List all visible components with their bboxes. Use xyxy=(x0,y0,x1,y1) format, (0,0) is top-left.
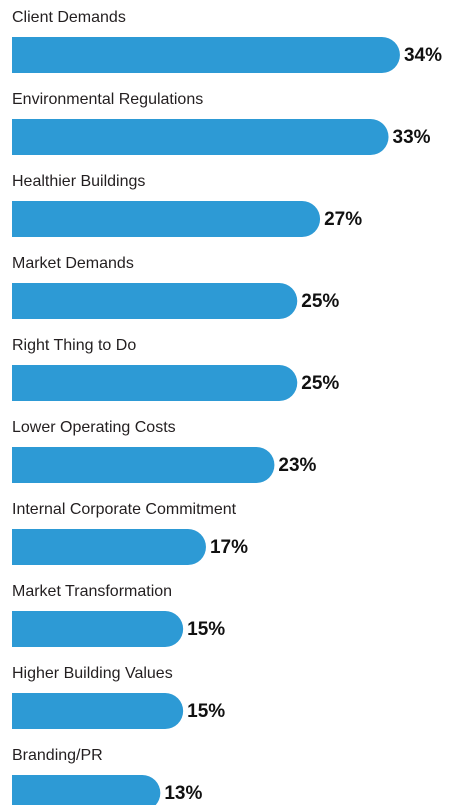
bar xyxy=(12,693,184,729)
bar xyxy=(12,201,321,237)
bar xyxy=(12,611,184,647)
bar xyxy=(12,119,389,155)
category-label: Healthier Buildings xyxy=(12,173,145,190)
category-label: Market Demands xyxy=(12,255,134,272)
value-label: 33% xyxy=(393,127,431,148)
value-label: 15% xyxy=(187,701,225,722)
category-label: Environmental Regulations xyxy=(12,91,203,108)
category-label: Client Demands xyxy=(12,9,126,26)
category-label: Lower Operating Costs xyxy=(12,419,176,436)
value-label: 27% xyxy=(324,209,362,230)
bar xyxy=(12,775,161,805)
value-label: 34% xyxy=(404,45,442,66)
value-label: 23% xyxy=(278,455,316,476)
category-label: Higher Building Values xyxy=(12,665,173,682)
category-label: Internal Corporate Commitment xyxy=(12,501,237,518)
bar xyxy=(12,37,400,73)
value-label: 13% xyxy=(164,783,202,804)
bar xyxy=(12,283,298,319)
category-label: Right Thing to Do xyxy=(12,337,136,354)
value-label: 15% xyxy=(187,619,225,640)
value-label: 17% xyxy=(210,537,248,558)
bar xyxy=(12,529,206,565)
value-label: 25% xyxy=(301,291,339,312)
category-label: Market Transformation xyxy=(12,583,172,600)
value-label: 25% xyxy=(301,373,339,394)
category-label: Branding/PR xyxy=(12,747,103,764)
bar xyxy=(12,365,298,401)
bar xyxy=(12,447,275,483)
